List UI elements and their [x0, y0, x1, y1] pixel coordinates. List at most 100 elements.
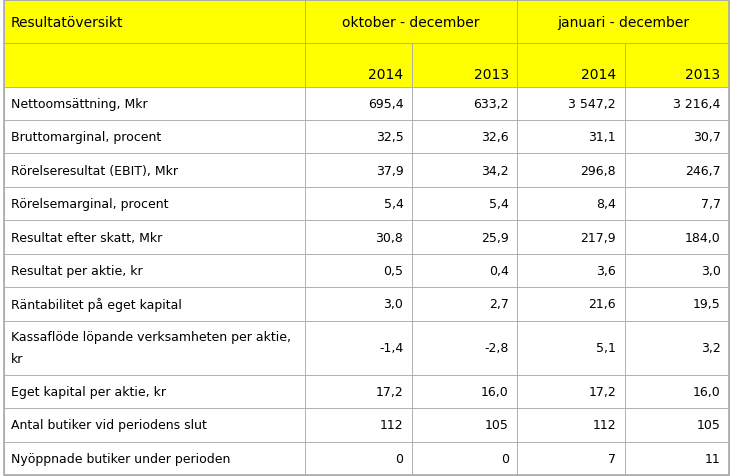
Text: 2013: 2013	[474, 68, 509, 82]
Text: 0: 0	[395, 452, 403, 465]
Bar	[305, 321, 412, 375]
Bar	[305, 121, 412, 154]
Bar	[412, 154, 517, 188]
Text: Eget kapital per aktie, kr: Eget kapital per aktie, kr	[11, 385, 166, 398]
Bar	[517, 87, 625, 121]
Text: 695,4: 695,4	[368, 98, 403, 110]
Text: 32,5: 32,5	[376, 131, 403, 144]
Bar	[517, 121, 625, 154]
Text: 246,7: 246,7	[685, 164, 721, 177]
Text: 5,4: 5,4	[489, 198, 509, 210]
Bar	[305, 44, 412, 87]
Text: 2014: 2014	[581, 68, 616, 82]
Text: Resultatöversikt: Resultatöversikt	[11, 16, 123, 30]
Text: 3,0: 3,0	[383, 298, 403, 311]
Text: 30,8: 30,8	[375, 231, 403, 244]
Bar	[517, 44, 625, 87]
Bar	[4, 1, 305, 44]
Bar	[305, 87, 412, 121]
Text: Räntabilitet på eget kapital: Räntabilitet på eget kapital	[11, 298, 182, 311]
Text: -1,4: -1,4	[379, 341, 403, 355]
Text: Bruttomarginal, procent: Bruttomarginal, procent	[11, 131, 161, 144]
Bar	[4, 288, 305, 321]
Text: 3,0: 3,0	[701, 264, 721, 278]
Text: 3,6: 3,6	[596, 264, 616, 278]
Bar	[517, 408, 625, 442]
Text: 112: 112	[380, 418, 403, 431]
Bar	[412, 254, 517, 288]
Bar	[625, 87, 729, 121]
Text: 19,5: 19,5	[693, 298, 721, 311]
Bar	[517, 154, 625, 188]
Bar	[4, 188, 305, 221]
Text: 32,6: 32,6	[481, 131, 509, 144]
Bar	[625, 408, 729, 442]
Bar	[412, 442, 517, 475]
Bar	[305, 188, 412, 221]
Bar	[4, 221, 305, 254]
Text: 0,5: 0,5	[383, 264, 403, 278]
Text: 16,0: 16,0	[693, 385, 721, 398]
Text: 7: 7	[608, 452, 616, 465]
Bar	[517, 442, 625, 475]
Text: 0: 0	[501, 452, 509, 465]
Bar	[305, 442, 412, 475]
Text: Nyöppnade butiker under perioden: Nyöppnade butiker under perioden	[11, 452, 230, 465]
Bar	[412, 375, 517, 408]
Text: Kassaflöde löpande verksamheten per aktie,: Kassaflöde löpande verksamheten per akti…	[11, 331, 291, 344]
Bar	[4, 121, 305, 154]
Text: 31,1: 31,1	[589, 131, 616, 144]
Text: 184,0: 184,0	[685, 231, 721, 244]
Text: Nettoomsättning, Mkr: Nettoomsättning, Mkr	[11, 98, 147, 110]
Text: kr: kr	[11, 352, 23, 365]
Text: Rörelseresultat (EBIT), Mkr: Rörelseresultat (EBIT), Mkr	[11, 164, 178, 177]
Text: Antal butiker vid periodens slut: Antal butiker vid periodens slut	[11, 418, 207, 431]
Text: oktober - december: oktober - december	[342, 16, 480, 30]
Bar	[625, 44, 729, 87]
Text: 2013: 2013	[685, 68, 721, 82]
Bar	[412, 44, 517, 87]
Bar	[625, 254, 729, 288]
Bar	[625, 188, 729, 221]
Bar	[625, 154, 729, 188]
Bar	[305, 154, 412, 188]
Text: Resultat efter skatt, Mkr: Resultat efter skatt, Mkr	[11, 231, 162, 244]
Text: 0,4: 0,4	[489, 264, 509, 278]
Text: 5,4: 5,4	[383, 198, 403, 210]
Text: 105: 105	[696, 418, 721, 431]
Bar	[412, 408, 517, 442]
Bar	[625, 375, 729, 408]
Bar	[517, 221, 625, 254]
Bar	[4, 321, 305, 375]
Bar	[517, 254, 625, 288]
Bar	[412, 288, 517, 321]
Bar	[412, 121, 517, 154]
Text: 2,7: 2,7	[489, 298, 509, 311]
Text: -2,8: -2,8	[485, 341, 509, 355]
Text: 3,2: 3,2	[701, 341, 721, 355]
Text: 5,1: 5,1	[596, 341, 616, 355]
Bar	[625, 288, 729, 321]
Text: 30,7: 30,7	[693, 131, 721, 144]
Text: 34,2: 34,2	[481, 164, 509, 177]
Bar	[412, 221, 517, 254]
Text: 7,7: 7,7	[701, 198, 721, 210]
Text: 37,9: 37,9	[376, 164, 403, 177]
Text: 8,4: 8,4	[596, 198, 616, 210]
Text: 17,2: 17,2	[589, 385, 616, 398]
Text: 25,9: 25,9	[481, 231, 509, 244]
Bar	[625, 121, 729, 154]
Bar	[625, 221, 729, 254]
Text: 21,6: 21,6	[589, 298, 616, 311]
Bar	[305, 375, 412, 408]
Text: 296,8: 296,8	[581, 164, 616, 177]
Bar	[305, 254, 412, 288]
Bar	[412, 321, 517, 375]
Bar	[4, 44, 305, 87]
Bar	[4, 442, 305, 475]
Bar	[517, 288, 625, 321]
Bar	[517, 1, 729, 44]
Text: 633,2: 633,2	[473, 98, 509, 110]
Bar	[4, 408, 305, 442]
Text: 17,2: 17,2	[376, 385, 403, 398]
